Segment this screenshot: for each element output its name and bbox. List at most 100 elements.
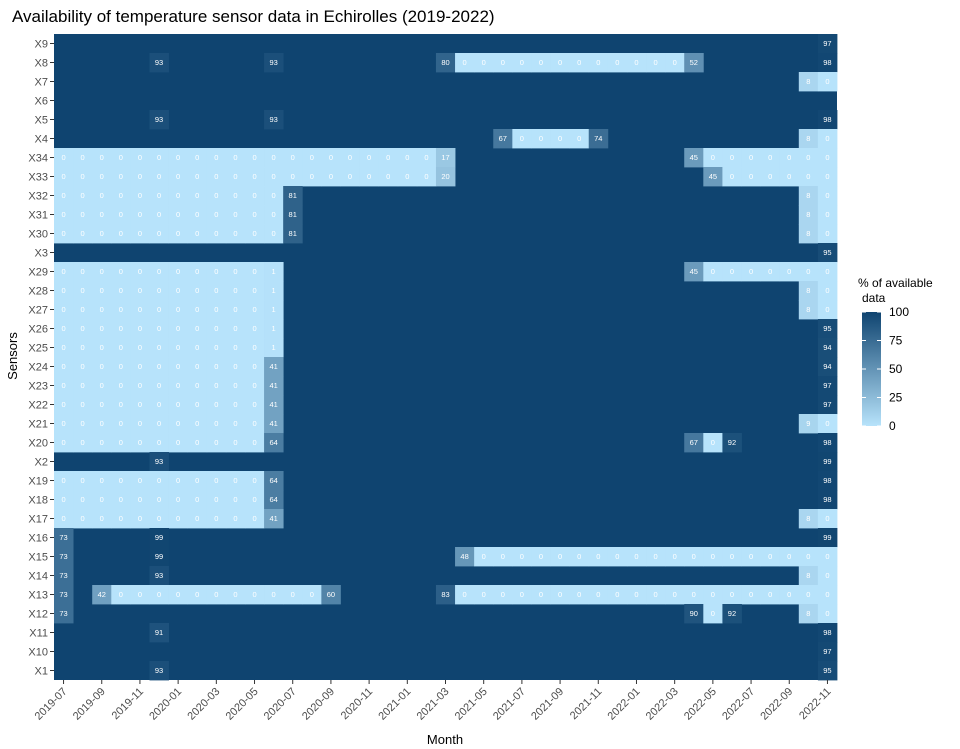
cell-value-label: 0 [539, 552, 543, 561]
heatmap-cell [531, 53, 551, 73]
heatmap-cell [512, 53, 532, 73]
heatmap-cell [225, 357, 246, 377]
heatmap-cell [225, 376, 246, 396]
x-tick-label: 2021-11 [568, 686, 604, 722]
cell-value-label: 64 [269, 495, 277, 504]
cell-value-label: 0 [520, 590, 524, 599]
cell-value-label: 0 [100, 476, 104, 485]
heatmap-cell [665, 547, 685, 567]
heatmap-cell [817, 604, 838, 624]
heatmap-cell [54, 604, 74, 624]
heatmap-cell [92, 585, 112, 605]
cell-value-label: 81 [289, 191, 297, 200]
heatmap-cell [703, 604, 723, 624]
heatmap-cell [73, 224, 93, 244]
heatmap-cell [54, 471, 74, 491]
cell-value-label: 0 [825, 134, 829, 143]
cell-value-label: 0 [214, 229, 218, 238]
y-tick-label: X23 [28, 381, 48, 393]
heatmap-cell [340, 167, 360, 187]
cell-value-label: 0 [233, 324, 237, 333]
cell-value-label: 93 [155, 457, 163, 466]
heatmap-cell [817, 186, 838, 206]
heatmap-cell [798, 509, 819, 529]
heatmap-cell [92, 262, 112, 282]
cell-value-label: 0 [539, 134, 543, 143]
cell-value-label: 45 [690, 267, 698, 276]
cell-value-label: 0 [424, 172, 428, 181]
heatmap-cell [244, 186, 265, 206]
cell-value-label: 0 [214, 514, 218, 523]
y-tick-label: X24 [28, 362, 48, 374]
cell-value-label: 0 [463, 590, 467, 599]
cell-value-label: 0 [653, 590, 657, 599]
cell-value-label: 0 [100, 172, 104, 181]
cell-value-label: 0 [233, 381, 237, 390]
cell-value-label: 0 [730, 172, 734, 181]
heatmap-cell [206, 509, 227, 529]
cell-value-label: 0 [81, 172, 85, 181]
cell-value-label: 0 [195, 286, 199, 295]
cell-value-label: 0 [176, 476, 180, 485]
heatmap-cell [741, 148, 762, 168]
heatmap-cell [493, 585, 513, 605]
heatmap-cell [92, 357, 112, 377]
heatmap-cell [168, 585, 189, 605]
heatmap-cell [225, 148, 246, 168]
x-tick-label: 2022-05 [682, 686, 719, 723]
y-tick-label: X7 [35, 77, 48, 89]
heatmap-cell [92, 471, 112, 491]
heatmap-cell [206, 167, 227, 187]
heatmap-cell [111, 205, 131, 225]
heatmap-cell [264, 357, 284, 377]
heatmap-cell [244, 224, 265, 244]
cell-value-label: 0 [100, 495, 104, 504]
cell-value-label: 0 [711, 267, 715, 276]
cell-value-label: 0 [825, 210, 829, 219]
heatmap-cell [817, 262, 838, 282]
heatmap-cell [168, 433, 189, 453]
heatmap-cell [817, 205, 838, 225]
cell-value-label: 0 [711, 153, 715, 162]
y-tick-label: X9 [35, 39, 48, 51]
cell-value-label: 0 [61, 229, 65, 238]
heatmap-cell [798, 566, 819, 586]
cell-value-label: 0 [81, 476, 85, 485]
heatmap-cells [54, 34, 838, 681]
cell-value-label: 0 [405, 172, 409, 181]
heatmap-cell [187, 395, 208, 415]
cell-value-label: 0 [673, 58, 677, 67]
heatmap-cell [111, 281, 131, 301]
x-tick-label: 2020-03 [185, 686, 222, 723]
cell-value-label: 0 [233, 229, 237, 238]
heatmap-cell [264, 148, 284, 168]
cell-value-label: 0 [214, 590, 218, 599]
heatmap-cell [359, 167, 380, 187]
heatmap-cell [244, 509, 265, 529]
heatmap-cell [206, 490, 227, 510]
heatmap-cell [722, 604, 742, 624]
cell-value-label: 0 [176, 286, 180, 295]
heatmap-cell [187, 148, 208, 168]
cell-value-label: 0 [806, 153, 810, 162]
cell-value-label: 0 [119, 438, 123, 447]
heatmap-cell [225, 224, 246, 244]
heatmap-cell [321, 585, 341, 605]
heatmap-cell [817, 319, 838, 339]
heatmap-cell [283, 148, 303, 168]
heatmap-cell [73, 338, 93, 358]
heatmap-cell [168, 395, 189, 415]
heatmap-cell [455, 53, 475, 73]
heatmap-cell [569, 585, 590, 605]
cell-value-label: 0 [825, 514, 829, 523]
cell-value-label: 0 [119, 362, 123, 371]
heatmap-cell [73, 300, 93, 320]
cell-value-label: 48 [460, 552, 468, 561]
heatmap-cell [130, 490, 150, 510]
cell-value-label: 0 [558, 552, 562, 561]
heatmap-cell [92, 224, 112, 244]
heatmap-cell [149, 110, 169, 130]
heatmap-cell [130, 205, 150, 225]
heatmap-cell [435, 53, 456, 73]
x-tick-label: 2021-07 [491, 686, 528, 723]
